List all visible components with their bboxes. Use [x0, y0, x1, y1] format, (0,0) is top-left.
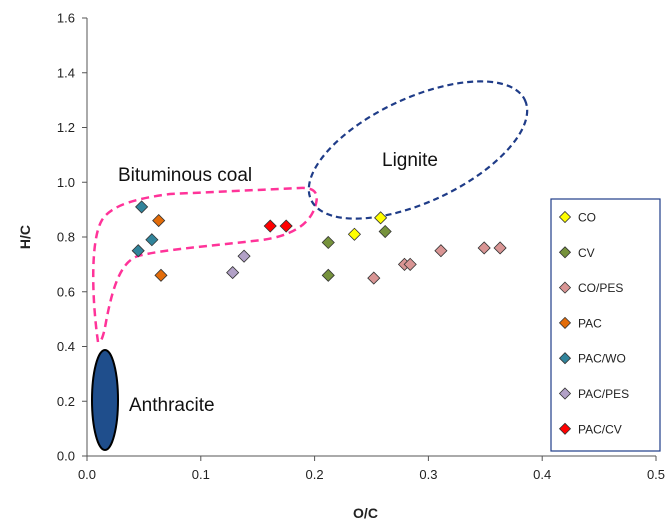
- legend-entry: PAC/PES: [578, 387, 629, 401]
- legend-entry: PAC/WO: [578, 352, 626, 366]
- data-point: [145, 233, 159, 247]
- x-tick-label: 0.3: [419, 467, 437, 482]
- legend-entry: CO/PES: [578, 281, 623, 295]
- y-tick-label: 0.6: [57, 284, 75, 299]
- x-tick-label: 0.1: [192, 467, 210, 482]
- data-point: [154, 268, 168, 282]
- x-tick-label: 0.0: [78, 467, 96, 482]
- legend-marker: [558, 352, 572, 365]
- legend-marker: [558, 281, 572, 294]
- x-tick-label: 0.5: [647, 467, 665, 482]
- data-point: [279, 219, 293, 233]
- data-point: [378, 224, 392, 239]
- legend: CO CV CO/PES PAC PAC/WO PAC/PES PAC/CV: [550, 198, 661, 452]
- data-point: [434, 244, 448, 258]
- data-point: [403, 257, 417, 271]
- data-point: [493, 241, 507, 255]
- legend-marker: [558, 210, 572, 224]
- region-layer: [91, 80, 529, 451]
- series-pac-wo: [131, 200, 159, 258]
- data-point: [131, 244, 145, 258]
- data-point: [367, 271, 381, 285]
- legend-entry: PAC: [578, 316, 602, 330]
- data-point: [374, 211, 388, 225]
- series-co: [347, 211, 388, 241]
- anthracite-region: [91, 349, 119, 451]
- legend-marker: [558, 422, 572, 435]
- data-point: [263, 219, 277, 233]
- data-point: [477, 241, 491, 255]
- y-tick-label: 0.8: [57, 230, 75, 245]
- lignite-label: Lignite: [382, 150, 438, 171]
- legend-marker: [558, 387, 572, 400]
- data-point: [347, 227, 361, 241]
- data-point: [321, 235, 335, 250]
- bituminous-coal-region: [92, 186, 318, 344]
- series-cv: [321, 224, 392, 282]
- y-tick-label: 1.4: [57, 65, 75, 80]
- series-pac-pes: [226, 249, 251, 280]
- y-tick-label: 0.4: [57, 339, 75, 354]
- y-tick-label: 0.2: [57, 394, 75, 409]
- y-tick-label: 1.2: [57, 120, 75, 135]
- legend-entry: CV: [578, 246, 595, 260]
- data-point: [226, 266, 240, 280]
- data-point: [237, 249, 251, 263]
- legend-entry: CO: [578, 211, 596, 225]
- anthracite-label: Anthracite: [129, 395, 215, 416]
- series-pac: [152, 214, 168, 282]
- data-point: [152, 214, 166, 228]
- lignite-region: [307, 80, 529, 220]
- legend-entry: PAC/CV: [578, 422, 622, 436]
- x-axis-title: O/C: [353, 505, 378, 521]
- legend-marker: [558, 316, 572, 329]
- series-co-pes: [367, 241, 507, 285]
- x-tick-label: 0.2: [306, 467, 324, 482]
- bituminous-coal-label: Bituminous coal: [118, 165, 252, 186]
- axes: 0.0 0.1 0.2 0.3 0.4 0.5 0.0 0.2 0.4 0.6 0.8 1.0 1.2 1…: [57, 11, 665, 483]
- y-axis-title: H/C: [17, 225, 33, 249]
- series-pac-cv: [263, 219, 293, 233]
- y-tick-label: 1.6: [57, 11, 75, 26]
- x-tick-label: 0.4: [533, 467, 551, 482]
- y-tick-label: 0.0: [57, 449, 75, 464]
- legend-box: [550, 198, 661, 452]
- data-point: [135, 200, 149, 214]
- data-points: [131, 200, 507, 285]
- legend-marker: [558, 246, 572, 259]
- data-point: [321, 268, 335, 282]
- y-tick-label: 1.0: [57, 175, 75, 190]
